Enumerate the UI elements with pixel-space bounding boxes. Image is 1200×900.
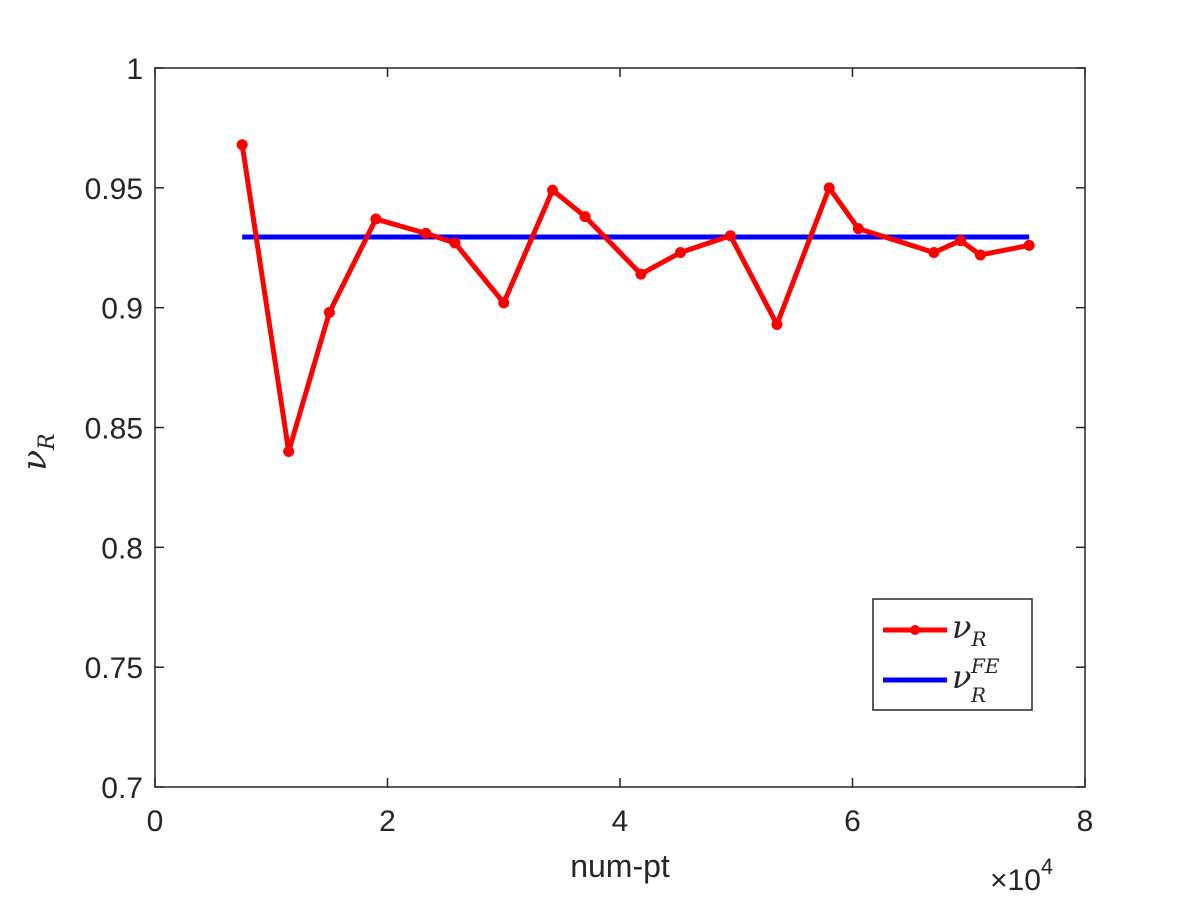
data-point-0-13 bbox=[823, 182, 835, 194]
x-tick-label-2: 4 bbox=[612, 805, 629, 838]
x-multiplier-exponent: 4 bbox=[1041, 854, 1053, 879]
y-tick-label-5: 0.95 bbox=[85, 173, 143, 206]
data-point-0-3 bbox=[370, 213, 382, 225]
x-tick-label-3: 6 bbox=[844, 805, 861, 838]
y-axis-label: νR bbox=[15, 433, 60, 470]
data-point-0-15 bbox=[928, 247, 940, 259]
y-tick-label-0: 0.7 bbox=[101, 772, 143, 805]
data-point-0-6 bbox=[498, 297, 510, 309]
legend-label-1-symbol: ν bbox=[952, 658, 971, 696]
y-tick-label-6: 1 bbox=[126, 53, 143, 86]
legend-box bbox=[872, 598, 1033, 711]
x-tick-label-1: 2 bbox=[379, 805, 396, 838]
legend: νR ν FE R bbox=[872, 598, 1033, 711]
y-tick-label-2: 0.8 bbox=[101, 532, 143, 565]
x-tick-label-4: 8 bbox=[1077, 805, 1094, 838]
data-point-0-10 bbox=[674, 247, 686, 259]
legend-entry-1: ν FE R bbox=[883, 654, 1000, 707]
y-tick-label-4: 0.9 bbox=[101, 293, 143, 326]
data-point-0-8 bbox=[579, 211, 591, 223]
data-point-0-14 bbox=[852, 223, 864, 235]
x-axis-label: num-pt bbox=[570, 848, 670, 884]
ticks bbox=[154, 67, 1086, 788]
data-point-0-17 bbox=[974, 249, 986, 261]
legend-label-0-subscript: R bbox=[970, 627, 986, 651]
data-point-0-7 bbox=[547, 184, 559, 196]
data-point-0-1 bbox=[283, 445, 295, 457]
data-point-0-16 bbox=[955, 235, 967, 247]
legend-marker-0 bbox=[910, 625, 920, 635]
series-layer bbox=[236, 139, 1035, 457]
x-tick-label-0: 0 bbox=[147, 805, 164, 838]
data-point-0-2 bbox=[323, 306, 335, 318]
y-tick-labels: 0.7 0.75 0.8 0.85 0.9 0.95 1 bbox=[85, 53, 143, 805]
legend-entry-0: νR bbox=[883, 608, 987, 651]
y-tick-label-1: 0.75 bbox=[85, 652, 143, 685]
data-point-0-12 bbox=[771, 318, 783, 330]
x-tick-labels: 0 2 4 6 8 bbox=[147, 805, 1094, 838]
legend-label-0-symbol: ν bbox=[952, 608, 971, 646]
x-multiplier-base: ×10 bbox=[990, 864, 1041, 897]
data-point-0-5 bbox=[449, 237, 461, 249]
y-axis-label-subscript: R bbox=[35, 433, 60, 451]
y-tick-label-3: 0.85 bbox=[85, 413, 143, 446]
data-point-0-9 bbox=[635, 268, 647, 280]
y-axis-label-symbol: ν bbox=[15, 450, 55, 471]
data-point-0-11 bbox=[724, 230, 736, 242]
series-0 bbox=[236, 139, 1035, 457]
svg-text:νR: νR bbox=[952, 608, 987, 651]
legend-label-1-superscript: FE bbox=[970, 654, 1000, 678]
data-point-0-4 bbox=[420, 227, 432, 239]
svg-text:νR: νR bbox=[15, 433, 60, 470]
svg-text:ν: ν bbox=[952, 658, 971, 696]
x-multiplier: ×104 bbox=[990, 854, 1053, 897]
data-point-0-18 bbox=[1023, 239, 1035, 251]
legend-label-1-subscript: R bbox=[970, 683, 986, 707]
data-point-0-0 bbox=[236, 139, 248, 151]
